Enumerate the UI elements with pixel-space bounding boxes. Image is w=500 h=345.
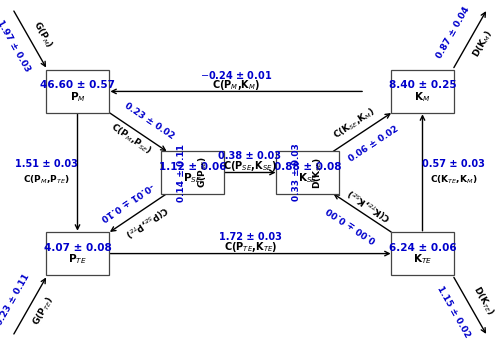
Text: C(P$_M$,P$_{SE}$): C(P$_M$,P$_{SE}$) — [108, 121, 154, 158]
Text: 0.57 ± 0.03: 0.57 ± 0.03 — [422, 159, 485, 169]
Text: K$_{TE}$: K$_{TE}$ — [413, 253, 432, 266]
Text: D(K$_{SE}$): D(K$_{SE}$) — [311, 156, 324, 189]
Text: G(P$_M$): G(P$_M$) — [30, 18, 56, 50]
Text: 1.97 ± 0.03: 1.97 ± 0.03 — [0, 18, 32, 73]
Text: P$_M$: P$_M$ — [70, 90, 86, 104]
Text: 46.60 ± 0.57: 46.60 ± 0.57 — [40, 80, 115, 90]
Text: K$_{SE}$: K$_{SE}$ — [298, 171, 317, 185]
FancyBboxPatch shape — [391, 70, 454, 113]
Text: 0.06 ± 0.02: 0.06 ± 0.02 — [347, 124, 400, 163]
Text: 0.88 ± 0.08: 0.88 ± 0.08 — [274, 161, 341, 171]
Text: C(K$_{TE}$,K$_M$): C(K$_{TE}$,K$_M$) — [430, 173, 477, 186]
Text: P$_{TE}$: P$_{TE}$ — [68, 253, 87, 266]
Text: C(P$_{TE}$,K$_{TE}$): C(P$_{TE}$,K$_{TE}$) — [224, 240, 277, 254]
Text: 0.23 ± 0.02: 0.23 ± 0.02 — [122, 101, 176, 141]
Text: P$_{SE}$: P$_{SE}$ — [183, 171, 202, 185]
Text: 8.40 ± 0.25: 8.40 ± 0.25 — [388, 80, 456, 90]
Text: D(K$_{TE}$): D(K$_{TE}$) — [470, 284, 496, 318]
Text: C(P$_{SE}$,P$_{TE}$): C(P$_{SE}$,P$_{TE}$) — [122, 202, 170, 240]
FancyBboxPatch shape — [276, 151, 339, 194]
Text: 4.07 ± 0.08: 4.07 ± 0.08 — [44, 243, 112, 253]
Text: 1.72 ± 0.03: 1.72 ± 0.03 — [219, 232, 282, 242]
Text: G(P$_{TE}$): G(P$_{TE}$) — [30, 294, 56, 328]
Text: $-$0.24 ± 0.01: $-$0.24 ± 0.01 — [200, 69, 272, 81]
Text: 1.51 ± 0.03: 1.51 ± 0.03 — [15, 159, 78, 169]
Text: 0.14 ± 0.11: 0.14 ± 0.11 — [177, 144, 186, 201]
FancyBboxPatch shape — [161, 151, 224, 194]
Text: G(P$_{SE}$): G(P$_{SE}$) — [196, 157, 209, 188]
Text: -0.01 ± 0.10: -0.01 ± 0.10 — [99, 180, 155, 222]
Text: 1.12 ± 0.06: 1.12 ± 0.06 — [159, 161, 226, 171]
Text: C(K$_{TE}$,K$_{SE}$): C(K$_{TE}$,K$_{SE}$) — [346, 186, 395, 224]
Text: 0.00 ± 0.00: 0.00 ± 0.00 — [325, 205, 378, 244]
Text: C(P$_M$,K$_M$): C(P$_M$,K$_M$) — [212, 78, 260, 92]
Text: C(K$_{SE}$,K$_M$): C(K$_{SE}$,K$_M$) — [331, 106, 378, 142]
Text: 0.33 ± 0.03: 0.33 ± 0.03 — [292, 144, 301, 201]
Text: C(P$_{SE}$,K$_{SE}$): C(P$_{SE}$,K$_{SE}$) — [223, 159, 277, 173]
Text: 0.87 ± 0.04: 0.87 ± 0.04 — [435, 6, 472, 60]
Text: D(K$_M$): D(K$_M$) — [470, 28, 496, 60]
FancyBboxPatch shape — [46, 70, 109, 113]
Text: 0.23 ± 0.11: 0.23 ± 0.11 — [0, 272, 32, 327]
Text: C(P$_M$,P$_{TE}$): C(P$_M$,P$_{TE}$) — [23, 173, 70, 186]
FancyBboxPatch shape — [46, 232, 109, 275]
Text: K$_M$: K$_M$ — [414, 90, 430, 104]
Text: 6.24 ± 0.06: 6.24 ± 0.06 — [388, 243, 456, 253]
Text: 0.38 ± 0.03: 0.38 ± 0.03 — [218, 151, 282, 161]
FancyBboxPatch shape — [391, 232, 454, 275]
Text: 1.15 ± 0.02: 1.15 ± 0.02 — [436, 285, 472, 339]
